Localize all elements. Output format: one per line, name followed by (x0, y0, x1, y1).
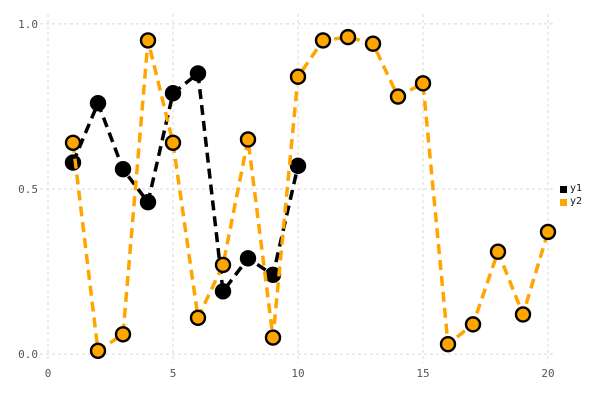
legend-label-y1: y1 (570, 183, 583, 194)
series-y2-line (71, 35, 550, 354)
y-tick-label: 0.0 (18, 348, 38, 361)
series-y2-marker (364, 35, 382, 52)
legend-item-y1: y1 (560, 183, 582, 195)
x-tick-label: 20 (541, 367, 554, 380)
series-y2-marker (339, 28, 357, 46)
series-y1-marker (164, 85, 182, 102)
series-y2-marker (539, 223, 557, 241)
series-y2-marker (214, 256, 232, 274)
legend-label-y2: y2 (570, 196, 583, 207)
series-y2-marker (239, 131, 257, 148)
series-y2-marker (389, 88, 407, 105)
legend-swatch-y2-icon (560, 198, 567, 206)
x-tick-label: 5 (170, 367, 177, 380)
series-y2-marker (414, 75, 432, 92)
series-y2-marker (439, 335, 457, 353)
x-tick-label: 0 (45, 367, 52, 380)
series-y1-marker (289, 157, 307, 175)
series-y1-marker (189, 65, 207, 82)
series-y1-marker (64, 154, 82, 171)
series-y1-marker (239, 250, 257, 267)
x-tick-label: 15 (416, 367, 429, 380)
series-y1-marker (114, 160, 132, 178)
series-y2-marker (289, 68, 307, 85)
legend-swatch-y1-icon (560, 185, 567, 193)
series-y1-marker (139, 194, 157, 211)
y-tick-label: 1.0 (18, 18, 38, 31)
y-tick-label: 0.5 (18, 183, 38, 196)
series-y2-marker (514, 306, 532, 323)
series-y2-marker (139, 32, 157, 49)
legend-item-y2: y2 (560, 196, 582, 208)
series-y2-marker (489, 243, 507, 260)
series-y1-line (71, 70, 300, 296)
series-y1-marker (214, 283, 232, 300)
legend: y1 y2 (560, 183, 582, 208)
series-y2-marker (264, 329, 282, 346)
series-y2-marker (89, 342, 107, 359)
series-y2-marker (64, 134, 82, 151)
series-y1-marker (89, 94, 107, 112)
series-y2-marker (314, 32, 332, 49)
series-y2-marker (464, 316, 482, 333)
series-y2-marker (164, 134, 182, 151)
series-y2-marker (189, 309, 207, 326)
x-tick-label: 10 (291, 367, 304, 380)
series-y2-marker (114, 326, 132, 343)
